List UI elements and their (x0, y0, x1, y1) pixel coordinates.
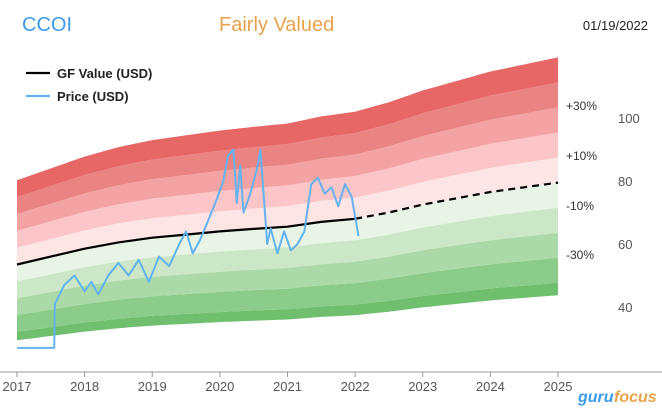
logo-text-right: focus (614, 389, 657, 406)
band-label-minus-10: -10% (566, 199, 594, 213)
valuation-band-8 (17, 82, 558, 214)
valuation-band-7 (17, 107, 558, 231)
gurufocus-logo: guru focus (577, 389, 657, 406)
y-tick-label-80: 80 (618, 174, 632, 189)
price-line (17, 148, 360, 349)
x-tick-label-2023: 2023 (408, 379, 437, 394)
ticker-symbol: CCOI (22, 14, 72, 36)
chart-lines (16, 148, 559, 349)
x-tick-label-2021: 2021 (273, 379, 302, 394)
gf-value-projection-line (354, 181, 559, 220)
valuation-band-1 (17, 257, 558, 332)
legend-gf-value-label: GF Value (USD) (57, 66, 152, 81)
valuation-status: Fairly Valued (219, 14, 334, 36)
report-date: 01/19/2022 (583, 18, 648, 33)
band-labels: +30% +10% -10% -30% (566, 99, 597, 262)
legend: GF Value (USD) Price (USD) (26, 66, 152, 104)
y-tick-label-60: 60 (618, 237, 632, 252)
x-tick-label-2022: 2022 (341, 379, 370, 394)
x-tick-label-2025: 2025 (544, 379, 573, 394)
valuation-band-0 (17, 282, 558, 341)
valuation-band-4 (17, 182, 558, 282)
logo-text-left: guru (577, 389, 614, 406)
band-label-plus-30: +30% (566, 99, 597, 113)
valuation-band-5 (17, 157, 558, 265)
chart-axes: 2017 2018 2019 2020 2021 2022 2023 2024 2025 40 60… (0, 111, 662, 394)
valuation-bands (17, 57, 558, 341)
band-label-minus-30: -30% (566, 248, 594, 262)
x-tick-label-2020: 2020 (205, 379, 234, 394)
valuation-band-6 (17, 132, 558, 248)
y-tick-label-100: 100 (618, 111, 640, 126)
y-tick-label-40: 40 (618, 300, 632, 315)
x-tick-label-2019: 2019 (138, 379, 167, 394)
x-tick-label-2018: 2018 (70, 379, 99, 394)
x-tick-label-2017: 2017 (3, 379, 32, 394)
legend-price-label: Price (USD) (57, 89, 129, 104)
x-tick-label-2024: 2024 (476, 379, 505, 394)
band-label-plus-10: +10% (566, 149, 597, 163)
valuation-band-2 (17, 232, 558, 315)
valuation-band-9 (17, 57, 558, 198)
